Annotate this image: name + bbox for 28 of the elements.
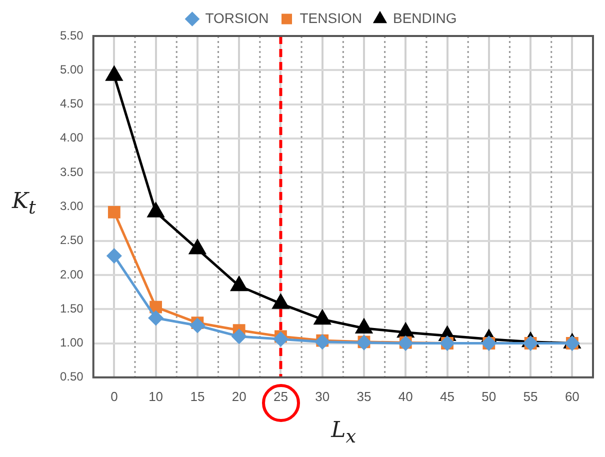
y-tick-label: 2.00: [60, 267, 84, 282]
x-axis-title: L$_{x}$: [331, 418, 356, 448]
y-tick-label: 5.00: [60, 62, 84, 76]
x-tick-label: 20: [232, 388, 246, 404]
y-tick-label: 3.00: [60, 199, 84, 214]
y-tick-label: 0.50: [60, 370, 84, 384]
legend-label: TORSION: [205, 10, 269, 26]
y-tick-label: 4.00: [60, 130, 84, 145]
x-tick-label: 55: [523, 388, 538, 404]
y-tick-label: 1.50: [60, 301, 84, 316]
y-tick-label: 5.50: [60, 28, 84, 42]
legend-label: TENSION: [300, 10, 362, 26]
x-tick-label: 45: [440, 388, 455, 404]
y-axis-title: K$_{t}$: [12, 188, 36, 218]
legend-label: BENDING: [392, 10, 457, 26]
x-tick-label: 60: [564, 388, 580, 404]
y-tick-label: 4.50: [60, 96, 84, 111]
y-tick-label: 3.50: [60, 164, 84, 179]
x-tick-label: 0: [110, 388, 118, 404]
y-tick-label: 1.00: [60, 336, 84, 350]
x-tick-label: 35: [356, 388, 372, 404]
x-tick-label: 25: [273, 388, 288, 404]
x-tick-label: 50: [482, 388, 496, 404]
x-tick-label: 15: [190, 388, 205, 404]
x-tick-label: 10: [148, 388, 164, 404]
x-tick-label: 40: [398, 388, 413, 404]
y-tick-label: 2.50: [60, 233, 84, 248]
x-tick-label: 30: [315, 388, 330, 404]
